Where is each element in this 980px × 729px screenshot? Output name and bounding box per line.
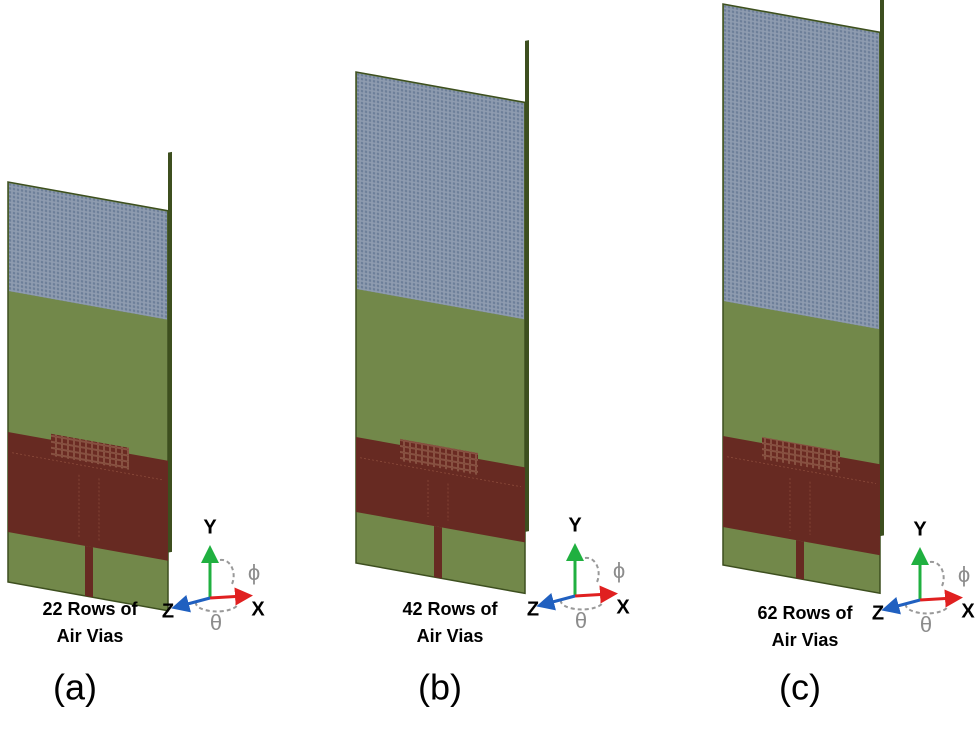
z-axis-arrow: [545, 596, 575, 604]
axis-label: Z: [162, 600, 174, 622]
angle-label: θ: [920, 612, 932, 637]
z-axis-arrow: [890, 600, 920, 608]
axis-label: Y: [568, 514, 582, 536]
x-axis-arrow: [210, 596, 244, 598]
feed-line: [85, 546, 93, 597]
axis-label: X: [251, 598, 265, 620]
caption: 42 Rows of: [402, 599, 498, 619]
panel-label: (a): [53, 667, 97, 708]
axis-label: Y: [913, 518, 927, 540]
axis-label: X: [961, 600, 975, 622]
axis-label: Y: [203, 516, 217, 538]
phi-arc: [585, 558, 599, 582]
angle-label: ϕ: [613, 558, 625, 583]
z-axis-arrow: [180, 598, 210, 606]
caption: Air Vias: [772, 630, 839, 650]
caption: 22 Rows of: [42, 599, 138, 619]
panel-label: (b): [418, 667, 462, 708]
caption: Air Vias: [57, 626, 124, 646]
board: [723, 0, 884, 594]
air-via-grid: [724, 5, 879, 329]
angle-label: ϕ: [248, 560, 260, 585]
x-axis-arrow: [920, 598, 954, 600]
phi-arc: [220, 560, 234, 584]
caption: Air Vias: [417, 626, 484, 646]
board: [356, 9, 529, 594]
angle-label: ϕ: [958, 562, 970, 587]
axis-label: Z: [527, 598, 539, 620]
board: [8, 122, 172, 611]
phi-arc: [930, 562, 944, 586]
angle-label: θ: [575, 608, 587, 633]
panel-label: (c): [779, 667, 821, 708]
caption: 62 Rows of: [757, 603, 853, 623]
angle-label: θ: [210, 610, 222, 635]
axis-label: X: [616, 596, 630, 618]
axis-label: Z: [872, 602, 884, 624]
feed-line: [434, 526, 442, 578]
air-via-grid: [357, 73, 524, 319]
feed-line: [796, 540, 804, 579]
x-axis-arrow: [575, 594, 609, 596]
figure: 22 Rows of Air Vias (a) Y X Zϕ θ 42 Rows of Air …: [0, 0, 980, 729]
